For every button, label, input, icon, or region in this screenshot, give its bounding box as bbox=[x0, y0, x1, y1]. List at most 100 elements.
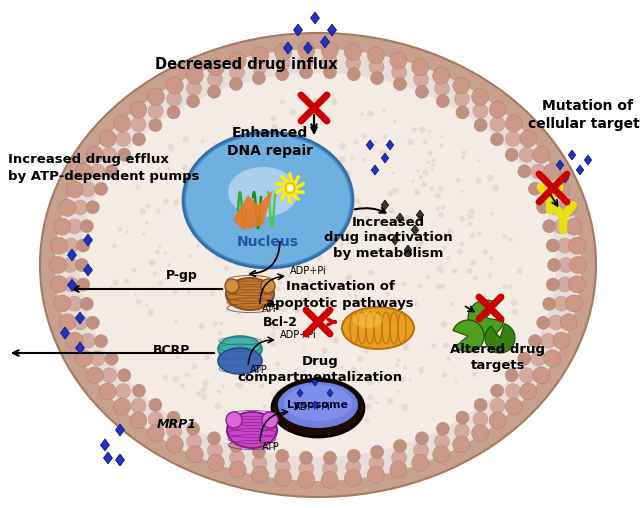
Circle shape bbox=[130, 101, 147, 118]
Circle shape bbox=[156, 209, 161, 214]
Circle shape bbox=[225, 279, 239, 293]
Circle shape bbox=[371, 233, 377, 238]
Circle shape bbox=[470, 215, 474, 219]
Text: P-gp: P-gp bbox=[166, 270, 198, 282]
Circle shape bbox=[314, 323, 317, 326]
Circle shape bbox=[352, 392, 358, 399]
Text: Nucleus: Nucleus bbox=[237, 235, 299, 249]
Circle shape bbox=[234, 383, 238, 387]
Circle shape bbox=[330, 207, 334, 211]
Circle shape bbox=[204, 354, 210, 360]
Circle shape bbox=[272, 199, 275, 202]
Text: BCRP: BCRP bbox=[152, 343, 190, 357]
Circle shape bbox=[516, 268, 523, 274]
Circle shape bbox=[307, 278, 312, 282]
Circle shape bbox=[132, 133, 145, 146]
Circle shape bbox=[477, 159, 481, 163]
Circle shape bbox=[298, 471, 315, 488]
Circle shape bbox=[330, 216, 335, 220]
Circle shape bbox=[289, 167, 292, 171]
Circle shape bbox=[276, 449, 289, 462]
Circle shape bbox=[367, 394, 374, 400]
Polygon shape bbox=[391, 235, 399, 245]
Circle shape bbox=[371, 311, 376, 316]
Circle shape bbox=[471, 333, 476, 338]
Circle shape bbox=[548, 200, 563, 215]
Circle shape bbox=[116, 384, 131, 399]
Circle shape bbox=[456, 178, 461, 183]
Circle shape bbox=[314, 399, 318, 403]
Circle shape bbox=[277, 307, 282, 311]
Circle shape bbox=[220, 321, 223, 325]
Circle shape bbox=[387, 398, 393, 404]
Circle shape bbox=[275, 226, 282, 233]
Circle shape bbox=[184, 372, 189, 377]
Circle shape bbox=[506, 384, 520, 399]
Circle shape bbox=[198, 323, 205, 330]
Circle shape bbox=[237, 383, 243, 389]
Circle shape bbox=[168, 144, 175, 151]
Circle shape bbox=[428, 150, 433, 155]
Circle shape bbox=[482, 305, 487, 310]
Circle shape bbox=[467, 214, 472, 219]
Circle shape bbox=[465, 338, 468, 342]
Circle shape bbox=[252, 446, 266, 458]
Circle shape bbox=[345, 275, 351, 281]
Circle shape bbox=[307, 102, 313, 107]
Polygon shape bbox=[104, 452, 113, 464]
Circle shape bbox=[294, 226, 301, 232]
Circle shape bbox=[228, 217, 233, 221]
Circle shape bbox=[136, 299, 142, 305]
Polygon shape bbox=[100, 439, 109, 451]
Circle shape bbox=[237, 371, 241, 374]
Circle shape bbox=[263, 405, 266, 409]
Circle shape bbox=[209, 291, 216, 297]
Circle shape bbox=[72, 315, 88, 330]
Circle shape bbox=[186, 178, 189, 181]
Circle shape bbox=[537, 316, 550, 329]
Circle shape bbox=[371, 446, 383, 458]
Circle shape bbox=[368, 270, 374, 276]
Circle shape bbox=[285, 183, 295, 193]
Text: ADP+Pi: ADP+Pi bbox=[280, 330, 317, 340]
Text: Drug
compartmentalization: Drug compartmentalization bbox=[237, 356, 403, 385]
Circle shape bbox=[431, 168, 435, 172]
Polygon shape bbox=[404, 245, 412, 255]
Circle shape bbox=[297, 163, 303, 168]
Circle shape bbox=[367, 380, 374, 386]
Circle shape bbox=[393, 119, 397, 123]
Polygon shape bbox=[584, 155, 592, 165]
Circle shape bbox=[441, 321, 447, 328]
Circle shape bbox=[226, 412, 242, 428]
Circle shape bbox=[200, 139, 205, 144]
Circle shape bbox=[287, 274, 291, 277]
Circle shape bbox=[252, 72, 266, 85]
Circle shape bbox=[419, 366, 424, 372]
Circle shape bbox=[321, 471, 338, 488]
Circle shape bbox=[218, 331, 223, 336]
Circle shape bbox=[76, 350, 92, 367]
Circle shape bbox=[275, 469, 292, 487]
Circle shape bbox=[346, 386, 353, 393]
Circle shape bbox=[396, 389, 400, 393]
Circle shape bbox=[560, 199, 577, 216]
Circle shape bbox=[447, 229, 454, 235]
Circle shape bbox=[260, 421, 264, 425]
Circle shape bbox=[174, 320, 178, 323]
Circle shape bbox=[146, 204, 151, 208]
Circle shape bbox=[554, 219, 569, 234]
Circle shape bbox=[232, 197, 237, 202]
Circle shape bbox=[261, 279, 275, 293]
Circle shape bbox=[147, 425, 164, 441]
Polygon shape bbox=[576, 165, 584, 175]
Circle shape bbox=[331, 99, 337, 106]
Circle shape bbox=[191, 233, 195, 237]
Circle shape bbox=[130, 412, 147, 429]
Polygon shape bbox=[366, 140, 374, 150]
Circle shape bbox=[67, 219, 82, 234]
Circle shape bbox=[95, 335, 108, 347]
Circle shape bbox=[456, 106, 469, 119]
Circle shape bbox=[182, 275, 185, 278]
Circle shape bbox=[51, 237, 68, 254]
Text: ATP: ATP bbox=[250, 365, 268, 375]
